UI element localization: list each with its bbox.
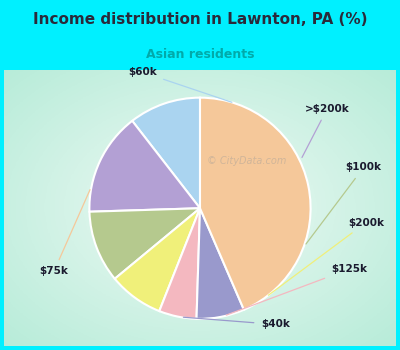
Text: >$200k: >$200k [302,104,350,158]
Wedge shape [196,208,244,319]
Wedge shape [200,98,310,310]
Wedge shape [132,98,200,208]
Wedge shape [90,121,200,212]
Text: $100k: $100k [306,162,382,244]
Text: Income distribution in Lawnton, PA (%): Income distribution in Lawnton, PA (%) [33,12,367,27]
Text: $125k: $125k [226,264,367,315]
Wedge shape [115,208,200,311]
Wedge shape [90,208,200,279]
Text: Asian residents: Asian residents [146,48,254,61]
Text: $200k: $200k [268,218,384,295]
Text: $40k: $40k [184,317,290,329]
Text: © CityData.com: © CityData.com [207,156,286,166]
Text: $75k: $75k [40,190,90,276]
Text: $60k: $60k [128,67,232,102]
Wedge shape [159,208,200,319]
